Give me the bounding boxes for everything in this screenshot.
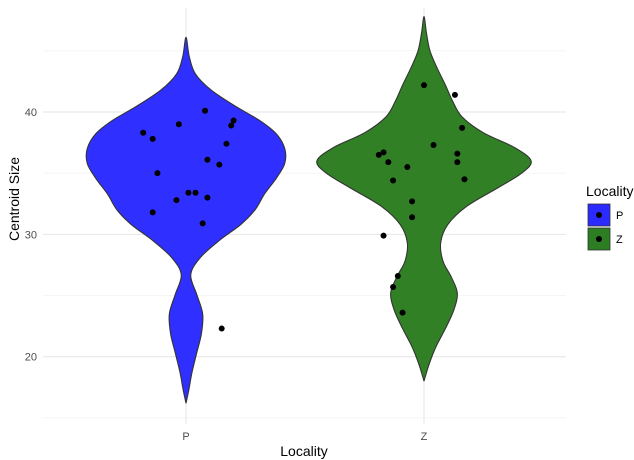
- data-point-P: [149, 135, 156, 142]
- violins: [85, 16, 532, 404]
- legend-label: Z: [616, 234, 623, 246]
- data-point-Z: [404, 164, 411, 171]
- data-point-P: [185, 189, 192, 196]
- data-point-Z: [451, 91, 458, 98]
- data-point-Z: [454, 159, 461, 166]
- gridlines: [43, 8, 566, 424]
- y-axis-ticks: 20 30 40: [25, 107, 37, 364]
- data-point-Z: [459, 124, 466, 131]
- data-point-P: [216, 161, 223, 168]
- data-point-P: [204, 194, 211, 201]
- data-point-Z: [461, 176, 468, 183]
- data-point-P: [199, 220, 206, 227]
- data-points: [140, 82, 468, 332]
- data-point-Z: [421, 82, 427, 89]
- data-point-P: [228, 122, 235, 129]
- data-point-Z: [390, 177, 397, 184]
- x-tick-label: Z: [421, 431, 428, 443]
- data-point-Z: [375, 151, 382, 158]
- data-point-Z: [390, 283, 397, 290]
- y-tick-label: 20: [25, 352, 37, 364]
- data-point-P: [154, 170, 161, 177]
- legend: Locality PZ: [586, 183, 633, 251]
- data-point-Z: [454, 150, 461, 157]
- data-point-Z: [394, 272, 401, 279]
- legend-key-P: P: [587, 203, 623, 227]
- legend-point: [596, 236, 602, 242]
- data-point-P: [202, 107, 209, 114]
- data-point-P: [140, 129, 147, 136]
- data-point-P: [223, 140, 230, 147]
- data-point-P: [149, 209, 156, 216]
- legend-label: P: [616, 210, 623, 222]
- legend-point: [596, 212, 602, 218]
- y-axis-title: Centroid Size: [6, 157, 22, 241]
- y-tick-label: 30: [25, 229, 37, 241]
- data-point-Z: [409, 214, 416, 221]
- data-point-P: [192, 189, 199, 196]
- x-tick-label: P: [182, 431, 189, 443]
- data-point-P: [175, 121, 182, 128]
- data-point-P: [204, 156, 211, 163]
- data-point-Z: [430, 142, 437, 149]
- data-point-Z: [399, 309, 406, 316]
- data-point-Z: [380, 232, 387, 239]
- violin-Z: [316, 16, 532, 382]
- legend-title: Locality: [586, 183, 633, 199]
- y-tick-label: 40: [25, 107, 37, 119]
- x-axis-title: Locality: [280, 443, 327, 459]
- data-point-Z: [409, 198, 416, 205]
- legend-key-Z: Z: [587, 227, 623, 251]
- data-point-P: [173, 197, 180, 204]
- violin-P: [85, 36, 287, 404]
- data-point-P: [218, 325, 225, 332]
- data-point-P: [230, 117, 237, 124]
- data-point-Z: [385, 159, 392, 166]
- data-point-Z: [380, 149, 387, 156]
